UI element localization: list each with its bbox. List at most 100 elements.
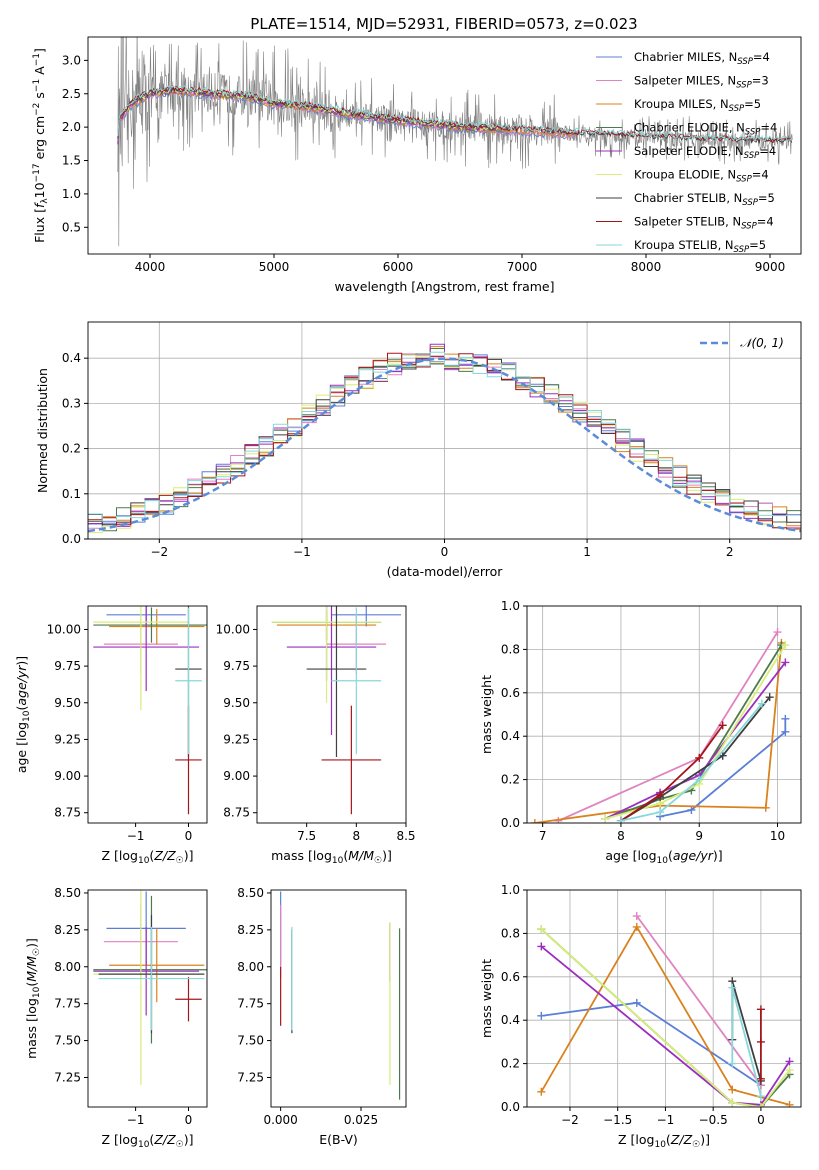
weight-marker xyxy=(781,641,790,650)
y-tick-label: 0.2 xyxy=(501,773,520,787)
legend-subscript: SSP xyxy=(744,151,760,161)
y-tick-label: 0.8 xyxy=(501,642,520,656)
y-tick-label: 8.75 xyxy=(54,806,81,820)
y-tick-label: 9.50 xyxy=(223,696,250,710)
legend-subscript: SSP xyxy=(729,104,745,114)
weight-marker xyxy=(728,1098,737,1107)
weight-line-salpeter-miles xyxy=(636,915,762,1086)
x-axis-label: mass [log10(M/M☉)] xyxy=(271,848,392,866)
weight-marker xyxy=(537,1087,546,1096)
legend-entry: Salpeter MILES, NSSP=3 xyxy=(634,74,769,91)
y-tick-label: 9.00 xyxy=(223,769,250,783)
y-tick-label: 8.75 xyxy=(223,806,250,820)
y-tick-label: 1.0 xyxy=(62,187,81,201)
x-tick-label: 0 xyxy=(441,545,449,559)
weight-marker xyxy=(537,942,546,951)
axes-frame xyxy=(87,889,208,1108)
x-tick-label: −0.5 xyxy=(699,1113,728,1127)
panel-weight_vs_Z: −2 −1.5 −1 −0.5 0 0.0 0.2 0.4 0.6 0.8 1.0 Z [log10(… xyxy=(479,883,802,1150)
y-axis-label: age [log10(age/yr)] xyxy=(14,656,32,773)
legend-suffix: =4 xyxy=(752,168,769,182)
x-tick-label: −1 xyxy=(127,829,145,843)
axes-frame xyxy=(87,36,802,255)
plot-area xyxy=(280,891,401,1100)
x-tick-label: 0 xyxy=(185,829,193,843)
y-axis-label: Normed distribution xyxy=(35,368,50,493)
axes-frame xyxy=(526,889,802,1108)
y-tick-label: 10.00 xyxy=(47,622,81,636)
x-tick-label: 5000 xyxy=(259,260,290,274)
y-tick-label: 9.25 xyxy=(54,732,81,746)
y-tick-label: 10.00 xyxy=(216,622,250,636)
model-spectrum-salpeter-stelib xyxy=(117,85,793,143)
legend-entry: Kroupa MILES, NSSP=5 xyxy=(634,97,761,114)
legend-subscript: SSP xyxy=(741,222,757,232)
y-tick-label: 0.8 xyxy=(501,926,520,940)
x-tick-label: −2 xyxy=(561,1113,579,1127)
x-tick-label: 0 xyxy=(757,1113,765,1127)
y-axis-label: mass weight xyxy=(479,675,494,754)
weight-marker xyxy=(616,816,625,823)
weight-marker xyxy=(656,790,665,799)
model-spectrum-kroupa-miles xyxy=(117,88,574,142)
legend-suffix: =3 xyxy=(752,74,769,88)
panel-age_vs_mass: 7.5 8 8.5 8.75 9.00 9.25 9.50 9.75 10.00 mass [lo… xyxy=(216,605,416,866)
panel-residuals: −2 −1 0 1 2 0.0 0.1 0.2 0.3 0.4 (data-model)/error… xyxy=(35,321,802,579)
y-tick-label: 0.2 xyxy=(62,442,81,456)
weight-marker xyxy=(781,658,790,667)
legend-subscript: SSP xyxy=(736,175,752,185)
y-tick-label: 0.6 xyxy=(501,970,520,984)
weight-marker xyxy=(601,814,610,823)
weight-marker xyxy=(756,1037,765,1046)
y-axis-label: mass [log10(M/M☉)] xyxy=(24,938,42,1059)
x-tick-label: 9000 xyxy=(755,260,786,274)
y-tick-label: 0.6 xyxy=(501,686,520,700)
y-tick-label: 8.50 xyxy=(54,886,81,900)
weight-line-chabrier-miles xyxy=(541,1001,762,1087)
plot-area xyxy=(93,606,207,815)
y-tick-label: 3.0 xyxy=(62,53,81,67)
weight-line-chabrier-miles xyxy=(659,718,787,818)
weight-marker xyxy=(632,912,641,921)
x-tick-label: 2 xyxy=(726,545,734,559)
y-tick-label: 1.5 xyxy=(62,154,81,168)
y-tick-label: 0.1 xyxy=(62,487,81,501)
weight-marker xyxy=(761,803,770,812)
legend-suffix: =5 xyxy=(749,238,766,252)
x-tick-label: −1 xyxy=(657,1113,675,1127)
y-tick-label: 9.25 xyxy=(223,732,250,746)
x-tick-label: 4000 xyxy=(135,260,166,274)
panel-mass_vs_ebv: 0.000 0.025 7.25 7.50 7.75 8.00 8.25 8.50 E(B-V) xyxy=(237,886,407,1147)
y-tick-label: 9.75 xyxy=(223,659,250,673)
x-tick-label: 6000 xyxy=(383,260,414,274)
plot-area xyxy=(117,37,793,247)
model-spectrum-chabrier-miles xyxy=(117,90,574,145)
y-tick-label: 7.75 xyxy=(54,997,81,1011)
x-tick-label: 0 xyxy=(185,1113,193,1127)
y-tick-label: 0.2 xyxy=(501,1057,520,1071)
x-tick-label: 9 xyxy=(695,829,703,843)
legend-entry: Salpeter ELODIE, NSSP=4 xyxy=(634,144,776,161)
x-tick-label: 8000 xyxy=(631,260,662,274)
x-axis-label: Z [log10(Z/Z☉)] xyxy=(102,848,194,866)
legend-subscript: SSP xyxy=(737,57,753,67)
x-axis-label: Z [log10(Z/Z☉)] xyxy=(618,1132,710,1150)
legend-suffix: =5 xyxy=(744,97,761,111)
y-tick-label: 0.4 xyxy=(501,1013,520,1027)
x-tick-label: 0.025 xyxy=(344,1113,378,1127)
y-tick-label: 7.25 xyxy=(54,1070,81,1084)
x-tick-label: 10 xyxy=(770,829,785,843)
observed-spectrum xyxy=(117,37,793,247)
plot-area xyxy=(93,890,207,1085)
axes-frame xyxy=(87,605,208,824)
x-tick-label: 7.5 xyxy=(297,829,316,843)
legend-suffix: =4 xyxy=(760,121,777,135)
y-tick-label: 1.0 xyxy=(501,599,520,613)
panel-mass_vs_Z: −1 0 7.25 7.50 7.75 8.00 8.25 8.50 Z [log10(Z/Z☉… xyxy=(24,886,208,1150)
y-axis-label: Flux [fλ10−17 erg cm−2 s−1 A−1] xyxy=(32,48,50,243)
model-spectrum-kroupa-stelib xyxy=(117,85,793,143)
weight-marker xyxy=(781,727,790,736)
weight-marker xyxy=(530,819,539,823)
weight-line-kroupa-miles xyxy=(534,642,783,823)
weight-marker xyxy=(695,775,704,784)
